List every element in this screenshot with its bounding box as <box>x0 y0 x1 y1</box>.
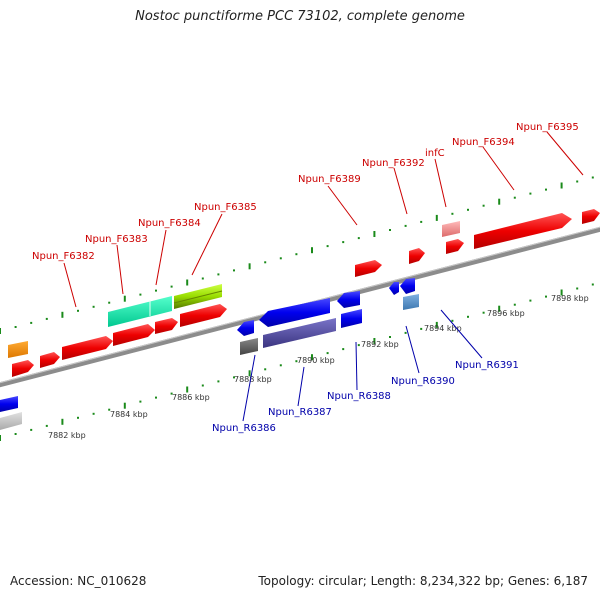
reverse-features <box>0 278 419 430</box>
scale-labels: 7882 kbp 7884 kbp 7886 kbp 7888 kbp 7890… <box>48 294 589 440</box>
scale-label: 7896 kbp <box>487 309 525 318</box>
gene-feature <box>180 304 227 327</box>
tick-tracks <box>0 176 594 441</box>
gene-label: Npun_R6391 <box>455 360 519 371</box>
gene-feature <box>108 296 172 327</box>
reverse-leaders <box>242 309 483 422</box>
gene-feature <box>113 324 155 346</box>
forward-gene-labels: Npun_F6382 Npun_F6383 Npun_F6384 Npun_F6… <box>32 122 579 262</box>
gene-feature <box>355 260 382 277</box>
gene-feature <box>0 396 18 412</box>
gene-feature <box>237 320 254 336</box>
gene-feature <box>341 309 362 328</box>
scale-label: 7882 kbp <box>48 431 86 440</box>
gene-feature <box>8 341 28 358</box>
gene-label: Npun_R6390 <box>391 376 455 387</box>
gene-feature <box>240 338 258 355</box>
scale-label: 7884 kbp <box>110 410 148 419</box>
gene-feature <box>389 282 399 295</box>
scale-label: 7898 kbp <box>551 294 589 303</box>
accession-text: Accession: NC_010628 <box>10 574 147 588</box>
gene-feature <box>582 209 600 224</box>
gene-feature <box>446 239 464 254</box>
scale-label: 7890 kbp <box>297 356 335 365</box>
gene-feature <box>12 360 34 377</box>
scale-label: 7892 kbp <box>361 340 399 349</box>
gene-feature <box>474 213 572 249</box>
genome-summary-text: Topology: circular; Length: 8,234,322 bp… <box>258 574 588 588</box>
gene-label: Npun_F6389 <box>298 174 361 185</box>
gene-label: Npun_F6382 <box>32 251 95 262</box>
gene-feature <box>337 291 360 308</box>
gene-feature <box>263 318 336 348</box>
gene-label: Npun_F6385 <box>194 202 257 213</box>
gene-feature <box>0 412 22 430</box>
gene-feature <box>409 248 425 264</box>
gene-label: Npun_R6388 <box>327 391 391 402</box>
gene-feature <box>442 221 460 237</box>
gene-feature <box>155 318 178 334</box>
gene-label: Npun_F6394 <box>452 137 515 148</box>
gene-feature <box>62 336 113 360</box>
scale-label: 7894 kbp <box>424 324 462 333</box>
gene-label: Npun_F6395 <box>516 122 579 133</box>
gene-label: Npun_R6386 <box>212 423 276 434</box>
gene-label: Npun_R6387 <box>268 407 332 418</box>
gene-feature <box>40 352 60 368</box>
gene-label: Npun_F6384 <box>138 218 201 229</box>
gene-label: infC <box>425 148 445 159</box>
genome-title: Nostoc punctiforme PCC 73102, complete g… <box>135 9 465 24</box>
forward-leaders <box>63 131 584 308</box>
scale-label: 7888 kbp <box>234 375 272 384</box>
gene-feature <box>259 298 330 327</box>
gene-feature <box>403 294 419 310</box>
gene-label: Npun_F6383 <box>85 234 148 245</box>
forward-features <box>8 209 600 377</box>
scale-label: 7886 kbp <box>172 393 210 402</box>
gene-feature <box>400 278 415 294</box>
gene-label: Npun_F6392 <box>362 158 425 169</box>
reverse-gene-labels: Npun_R6386 Npun_R6387 Npun_R6388 Npun_R6… <box>212 360 519 434</box>
